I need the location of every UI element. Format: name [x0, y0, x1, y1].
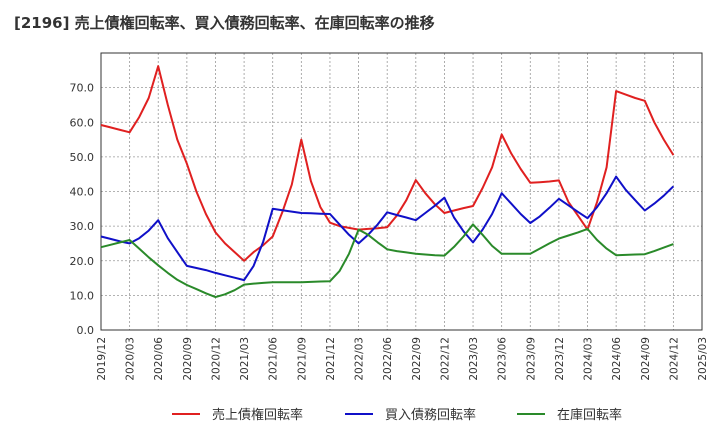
y-tick-label: 60.0	[70, 116, 95, 129]
x-tick-label: 2019/12	[96, 337, 108, 381]
x-tick-label: 2024/06	[611, 337, 623, 381]
y-tick-label: 50.0	[70, 151, 95, 164]
x-tick-label: 2024/03	[583, 337, 595, 381]
x-tick-label: 2020/12	[210, 337, 222, 381]
x-tick-label: 2022/06	[382, 337, 394, 381]
x-tick-label: 2020/09	[182, 337, 194, 381]
series-lines	[100, 65, 675, 299]
x-tick-label: 2023/12	[554, 337, 566, 381]
legend: 売上債権回転率 買入債務回転率 在庫回転率	[172, 407, 622, 423]
series-line-1	[100, 65, 675, 262]
x-tick-label: 2021/06	[268, 337, 280, 381]
x-tick-label: 2022/03	[354, 337, 366, 381]
legend-label-3: 在庫回転率	[557, 407, 622, 423]
x-tick-label: 2024/09	[640, 337, 652, 381]
x-tick-label: 2021/03	[239, 337, 251, 381]
x-tick-label: 2023/09	[525, 337, 537, 381]
y-tick-label: 70.0	[70, 82, 95, 95]
plot-frame	[100, 52, 703, 331]
x-tick-label: 2022/09	[411, 337, 423, 381]
legend-label-1: 売上債権回転率	[212, 407, 303, 423]
x-axis-ticks: 2019/12 2020/03 2020/06 2020/09 2020/12 2021/…	[96, 337, 709, 381]
grid-lines	[100, 53, 703, 331]
x-tick-label: 2020/03	[125, 337, 137, 381]
chart-title: [2196] 売上債権回転率、買入債務回転率、在庫回転率の推移	[14, 14, 435, 32]
x-tick-label: 2020/06	[153, 337, 165, 381]
x-tick-label: 2023/06	[497, 337, 509, 381]
y-axis-ticks: 0.0 10.0 20.0 30.0 40.0 50.0 60.0 70.0	[70, 82, 95, 337]
x-tick-label: 2021/12	[325, 337, 337, 381]
y-tick-label: 20.0	[70, 255, 95, 268]
x-tick-label: 2023/03	[468, 337, 480, 381]
x-tick-label: 2024/12	[668, 337, 680, 381]
legend-label-2: 買入債務回転率	[385, 407, 476, 423]
series-line-3	[100, 223, 674, 299]
x-tick-label: 2022/12	[439, 337, 451, 381]
y-tick-label: 0.0	[77, 324, 95, 337]
y-tick-label: 10.0	[70, 289, 95, 302]
y-tick-label: 40.0	[70, 186, 95, 199]
series-line-2	[100, 175, 675, 282]
x-tick-label: 2025/03	[697, 337, 709, 381]
y-tick-label: 30.0	[70, 220, 95, 233]
x-tick-label: 2021/09	[296, 337, 308, 381]
